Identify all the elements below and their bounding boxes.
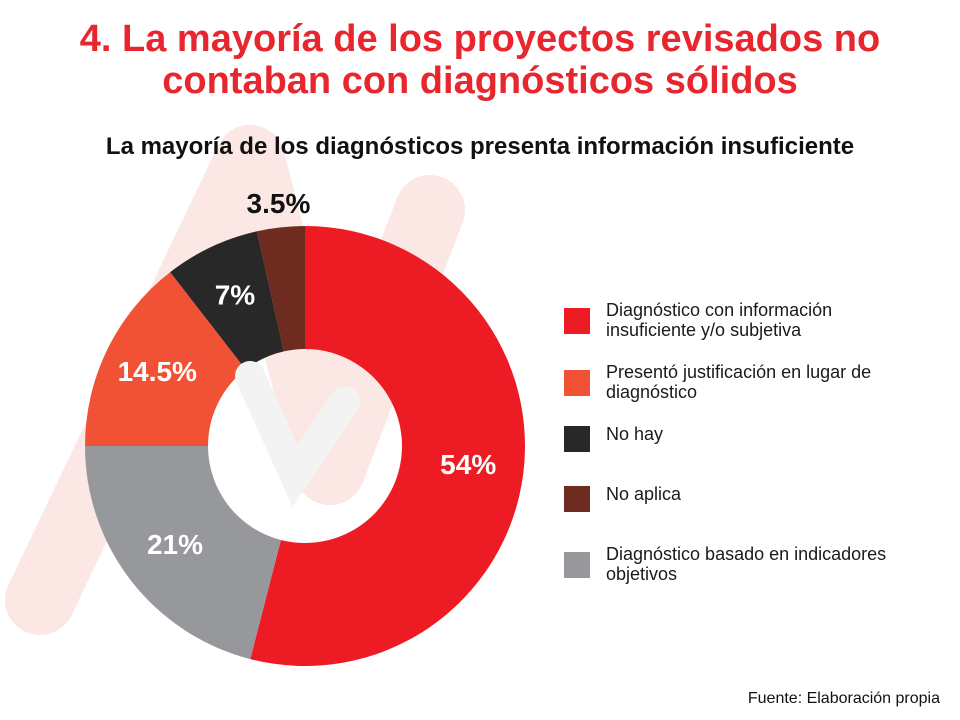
legend-item: Diagnóstico basado en indicadores objeti… bbox=[564, 544, 904, 590]
source-note: Fuente: Elaboración propia bbox=[747, 690, 940, 707]
slice-value-label: 3.5% bbox=[247, 188, 311, 219]
chart-title: La mayoría de los diagnósticos presenta … bbox=[105, 133, 855, 160]
legend-swatch bbox=[564, 370, 590, 396]
slice-value-label: 54% bbox=[440, 449, 496, 480]
legend-item: Diagnóstico con información insuficiente… bbox=[564, 300, 904, 346]
slice-value-label: 14.5% bbox=[118, 356, 197, 387]
legend-label: Presentó justificación en lugar de diagn… bbox=[606, 362, 872, 402]
legend-item: No hay bbox=[564, 424, 904, 470]
donut-slice bbox=[257, 226, 305, 352]
legend-item: No aplica bbox=[564, 484, 904, 530]
donut-hole-watermark bbox=[235, 361, 360, 507]
legend-swatch bbox=[564, 426, 590, 452]
legend-label: No hay bbox=[606, 424, 664, 444]
legend-label: Diagnóstico basado en indicadores objeti… bbox=[606, 544, 887, 584]
page-title-line-1: 4. La mayoría de los proyectos revisados… bbox=[79, 18, 881, 60]
slice-value-label: 21% bbox=[147, 529, 203, 560]
donut-slice bbox=[250, 226, 526, 667]
donut-slice bbox=[85, 446, 281, 660]
legend-swatch bbox=[564, 308, 590, 334]
legend-swatch bbox=[564, 486, 590, 512]
legend-swatch bbox=[564, 552, 590, 578]
page-title: 4. La mayoría de los proyectos revisados… bbox=[0, 18, 960, 102]
legend-label: No aplica bbox=[606, 484, 682, 504]
donut-slice bbox=[170, 231, 284, 370]
donut-slice bbox=[85, 272, 246, 446]
slice-value-label: 7% bbox=[215, 280, 256, 311]
legend-label: Diagnóstico con información insuficiente… bbox=[606, 300, 833, 340]
page-title-line-2: contaban con diagnósticos sólidos bbox=[162, 60, 798, 102]
legend-item: Presentó justificación en lugar de diagn… bbox=[564, 362, 904, 408]
